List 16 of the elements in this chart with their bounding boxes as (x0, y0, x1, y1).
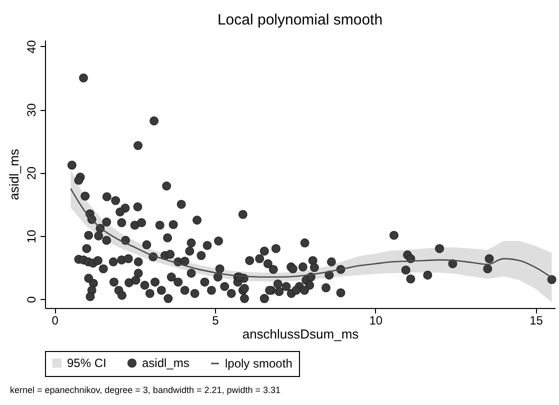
chart-title: Local polynomial smooth (217, 12, 383, 29)
x-tick-label: 15 (530, 314, 544, 328)
x-axis-title: anschlussDsum_ms (242, 326, 360, 342)
y-tick-label: 40 (24, 40, 38, 54)
y-tick-label: 20 (24, 166, 38, 180)
x-tick-label: 0 (52, 314, 59, 328)
legend-label: asidl_ms (142, 356, 190, 370)
x-tick-label: 10 (369, 314, 383, 328)
text: kernel = epanechnikov, degree = 3, bandwidth = 2.21, pwidth = 3.31 (10, 385, 281, 395)
x-tick-label: 5 (212, 314, 220, 328)
text: 95% CI (67, 356, 106, 370)
y-tick-label: 0 (24, 296, 38, 303)
y-axis-title: asidl_ms (6, 148, 22, 200)
y-tick-label: 30 (24, 103, 38, 117)
legend-label: lpoly smooth (225, 356, 292, 370)
y-tick-label: 10 (24, 229, 38, 244)
